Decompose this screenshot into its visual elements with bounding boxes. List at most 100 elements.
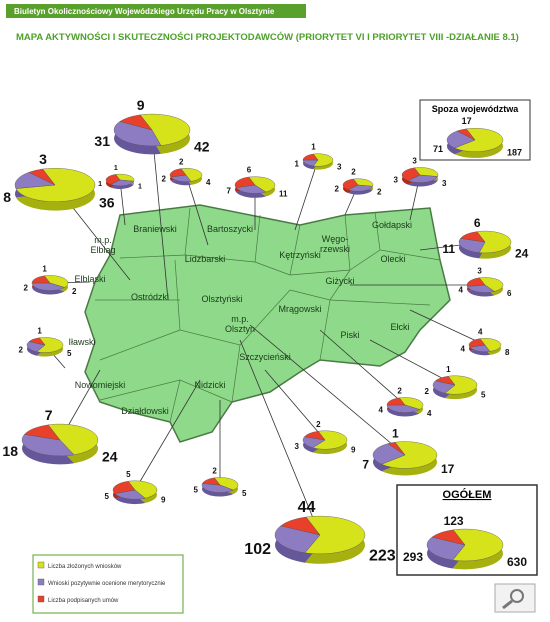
leader-arrow (319, 329, 406, 406)
pie-value: 4 (461, 345, 466, 354)
pie-value: 7 (45, 407, 53, 423)
pie (105, 173, 135, 189)
pie-slice (127, 480, 158, 499)
pie (458, 230, 512, 259)
pie-slice (444, 375, 478, 395)
pie-slice (119, 114, 153, 131)
header-bar (6, 4, 306, 18)
pie-slice (14, 172, 56, 189)
pie (342, 178, 374, 195)
pie-value: 6 (247, 166, 252, 175)
county-label: Giżycki (326, 276, 355, 286)
pie-value: 1 (42, 264, 47, 273)
pie-value: 5 (67, 349, 72, 358)
pie-value: 2 (19, 346, 24, 355)
pie (401, 167, 439, 187)
pie-value: 3 (477, 266, 482, 275)
pie-slice (180, 168, 203, 182)
leader-arrow (264, 369, 326, 441)
county-label: Olsztyński (201, 294, 242, 304)
pie-value: 3 (39, 151, 47, 167)
pie-slice (110, 179, 135, 187)
legend-swatch (37, 561, 45, 569)
pie (426, 528, 504, 570)
pie-value: 7 (362, 457, 369, 471)
county-label: Nidzicki (194, 380, 225, 390)
pie-value: 3 (394, 176, 399, 185)
magnifier-icon (494, 583, 536, 613)
pie-slice (47, 423, 99, 456)
pie-value: 11 (279, 190, 288, 199)
pie-value: 2 (425, 387, 430, 396)
pie-slice (467, 284, 495, 293)
pie (466, 277, 504, 297)
county-label: Gołdapski (372, 220, 412, 230)
pie (386, 397, 424, 417)
pie-value: 5 (242, 489, 247, 498)
pie-value: 2 (351, 168, 356, 177)
pie-slice (434, 375, 456, 386)
county-label: Elbląski (74, 274, 105, 284)
county-label: m.p. (231, 314, 249, 324)
title: MAPA AKTYWNOŚCI I SKUTECZNOŚCI PROJEKTOD… (16, 31, 519, 43)
county-label: Braniewski (133, 224, 177, 234)
pie-value: 2 (335, 184, 340, 193)
pie-slice (36, 337, 64, 353)
pie-slice (399, 397, 424, 410)
pie-slice (387, 442, 406, 456)
legend (32, 554, 184, 614)
county-label: Węgo- (322, 234, 349, 244)
pie-slice (456, 128, 476, 141)
pie (169, 168, 203, 186)
pie-slice (452, 528, 504, 562)
pie-slice (202, 477, 221, 486)
pie-value: 223 (369, 547, 396, 564)
pie-slice (312, 153, 334, 167)
pie-value: 5 (126, 470, 131, 479)
pie-slice (431, 529, 466, 546)
pie (274, 515, 366, 564)
pie-slice (352, 178, 374, 187)
pie-slice (31, 275, 51, 284)
county-label: Elbląg (90, 245, 115, 255)
pie-value: 9 (161, 495, 166, 504)
pie-value: 1 (98, 181, 102, 188)
county-label: Działdowski (121, 406, 169, 416)
pie (234, 176, 276, 198)
county-label: Lidzbarski (185, 254, 226, 264)
pie-slice (312, 430, 348, 450)
pie-value: 2 (162, 175, 167, 184)
pie-slice (21, 434, 75, 457)
pie-slice (407, 174, 438, 183)
pie-slice (248, 176, 276, 193)
pie-slice (386, 404, 421, 413)
leader-arrow (294, 159, 319, 231)
county-label: Iławski (68, 337, 95, 347)
pie-slice (28, 337, 46, 346)
pie-value: 4 (206, 178, 211, 187)
pie (21, 423, 99, 465)
pie-value: 5 (105, 492, 110, 501)
county-borders (95, 207, 441, 423)
pie-slice (372, 443, 406, 465)
pie-slice (479, 277, 504, 292)
county-label: Nowomiejski (75, 380, 126, 390)
county-label: Bartoszycki (207, 224, 253, 234)
pie-slice (112, 480, 136, 494)
pie-slice (28, 168, 56, 186)
leader-arrow (369, 339, 456, 386)
leader-arrow (409, 309, 486, 346)
pie-slice (414, 167, 439, 177)
total-label: OGÓŁEM (443, 488, 492, 501)
pie-value: 1 (37, 326, 42, 335)
pie (14, 168, 96, 211)
pie-slice (466, 277, 486, 287)
pie-value: 4 (478, 327, 483, 336)
pie-value: 1 (295, 159, 300, 168)
legend-label: Wnioski pozytywnie ocenione merytoryczni… (48, 581, 166, 587)
pie-value: 1 (138, 184, 142, 191)
legend-swatch (37, 578, 45, 586)
pie-value: 36 (99, 194, 115, 210)
pie-value: 31 (94, 133, 110, 149)
